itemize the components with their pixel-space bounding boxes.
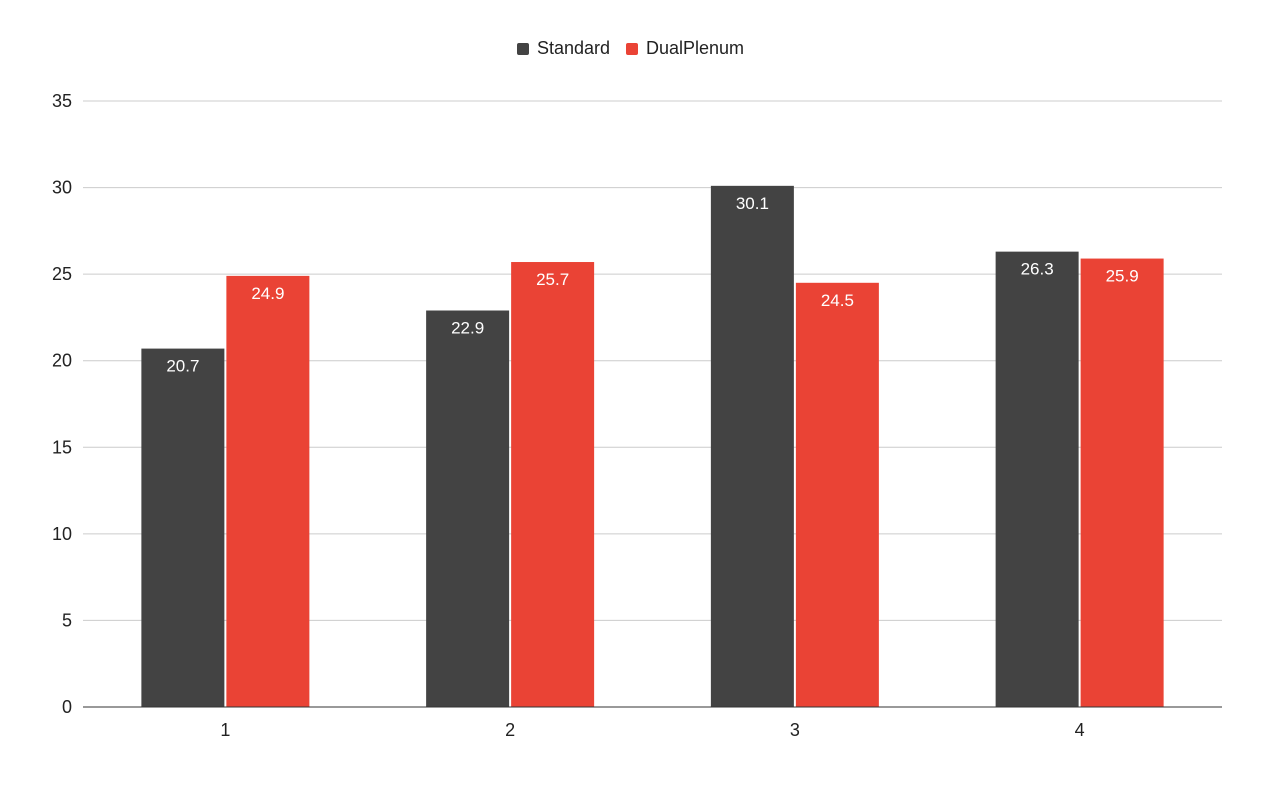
x-tick-label: 4 [1075, 720, 1085, 740]
x-tick-label: 2 [505, 720, 515, 740]
bar [795, 282, 879, 707]
y-tick-label: 20 [52, 351, 72, 371]
y-tick-label: 15 [52, 437, 72, 457]
bar [1080, 258, 1164, 707]
bar [426, 310, 510, 707]
bar [995, 251, 1079, 708]
y-tick-label: 35 [52, 91, 72, 111]
data-label: 20.7 [166, 357, 199, 376]
legend-swatch-dualplenum [626, 42, 638, 55]
data-label: 24.5 [821, 291, 854, 310]
bar [226, 275, 310, 707]
data-label: 25.9 [1106, 267, 1139, 286]
legend-item-dualplenum[interactable]: DualPlenum [626, 38, 744, 59]
y-tick-label: 30 [52, 178, 72, 198]
bar [511, 262, 595, 707]
data-label: 24.9 [251, 284, 284, 303]
x-tick-label: 1 [220, 720, 230, 740]
x-tick-label: 3 [790, 720, 800, 740]
bar [141, 348, 225, 707]
legend-item-standard[interactable]: Standard [516, 38, 610, 59]
bar [710, 185, 794, 708]
legend: Standard DualPlenum [0, 38, 1261, 59]
data-label: 26.3 [1021, 260, 1054, 279]
legend-label-standard: Standard [536, 38, 610, 58]
data-label: 25.7 [536, 270, 569, 289]
data-label: 30.1 [736, 194, 769, 213]
y-tick-label: 0 [62, 697, 72, 717]
y-tick-label: 5 [62, 610, 72, 630]
y-tick-label: 10 [52, 524, 72, 544]
legend-swatch-standard [516, 42, 529, 55]
data-label: 22.9 [451, 319, 484, 338]
y-tick-label: 25 [52, 264, 72, 284]
legend-label-dualplenum: DualPlenum [646, 38, 745, 58]
